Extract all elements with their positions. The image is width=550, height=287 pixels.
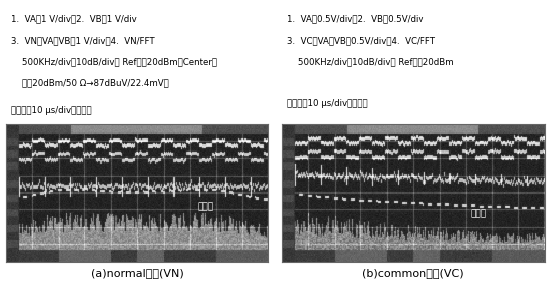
Text: 500KHz/div，10dB/div， Ref：－20dBm: 500KHz/div，10dB/div， Ref：－20dBm: [287, 57, 453, 66]
Text: 3.  VC＝VA＋VB：0.5V/div，4.  VC/FFT: 3. VC＝VA＋VB：0.5V/div，4. VC/FFT: [287, 36, 435, 45]
Text: 1.  VA：1 V/div，2.  VB：1 V/div: 1. VA：1 V/div，2. VB：1 V/div: [11, 14, 136, 24]
Text: （－20dBm/50 Ω→87dBuV/22.4mV）: （－20dBm/50 Ω→87dBuV/22.4mV）: [11, 78, 168, 87]
Text: 時間軸：10 μs/div（共通）: 時間軸：10 μs/div（共通）: [287, 99, 367, 108]
Text: (a)normal成份(VN): (a)normal成份(VN): [91, 268, 183, 278]
Text: 1.  VA：0.5V/div，2.  VB：0.5V/div: 1. VA：0.5V/div，2. VB：0.5V/div: [287, 14, 424, 24]
Text: 500KHz/div，10dB/div， Ref：－20dBm（Center）: 500KHz/div，10dB/div， Ref：－20dBm（Center）: [11, 57, 217, 66]
Text: 3.  VN＝VA－VB：1 V/div，4.  VN/FFT: 3. VN＝VA－VB：1 V/div，4. VN/FFT: [11, 36, 155, 45]
Text: 包絡線: 包絡線: [197, 203, 213, 212]
Text: 包絡線: 包絡線: [471, 210, 487, 218]
Text: 時間軸：10 μs/div（共通）: 時間軸：10 μs/div（共通）: [11, 106, 91, 115]
Text: (b)common成份(VC): (b)common成份(VC): [362, 268, 464, 278]
